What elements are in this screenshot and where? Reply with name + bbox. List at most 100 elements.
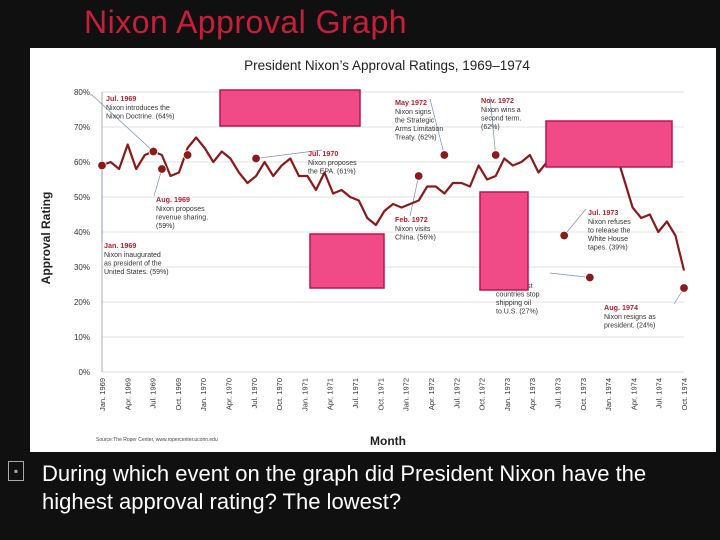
annotation-connector [429,98,445,156]
event-annotation: Jan. 1969 Nixon inaugurated as president o… [104,241,169,276]
annotation-line: second term. [481,116,522,123]
annotation-line: revenue sharing. [156,215,208,222]
x-tick-label: Jul. 1973 [553,378,562,408]
annotation-line: Nixon inaugurated [104,252,161,259]
annotation-title: Jan. 1969 [104,241,136,250]
x-tick-label: Apr. 1970 [225,378,234,410]
event-annotation: Jul. 1973 Nixon refuses to release theWhit… [588,208,631,252]
chart-source: Source:The Roper Center, www.ropercenter… [96,437,218,443]
slide-title: Nixon Approval Graph [84,4,408,40]
x-axis-label: Month [370,434,406,448]
annotation-title: Jul. 1969 [106,94,136,103]
annotation-line: Nixon signs [395,109,432,116]
annotation-title: Aug. 1969 [156,195,190,204]
event-annotation: Aug. 1969 Nixon proposes revenue sharing.(… [156,195,208,230]
x-tick-label: Apr. 1973 [528,378,537,410]
annotation-line: (62%) [481,124,500,131]
annotation-line: president. (24%) [604,323,655,330]
x-tick-label: Apr. 1971 [326,378,335,410]
annotation-line: Nixon proposes [156,206,205,213]
event-marker [413,171,424,181]
x-tick-label: Jan. 1974 [604,378,613,411]
y-tick-label: 70% [74,123,90,132]
x-tick-label: Jul. 1972 [452,378,461,408]
annotation-line: White House [588,236,628,243]
annotation-connector [563,208,587,236]
annotation-connector [549,272,590,278]
y-tick-label: 30% [74,263,90,272]
x-tick-label: Apr. 1972 [427,378,436,410]
y-tick-labels: 0% 10% 20% 30% 40% 50% 60% 70% 80% [74,88,90,377]
event-markers [97,146,689,293]
annotation-line: the EPA. (61%) [308,169,356,176]
annotation-connectors [90,94,685,305]
annotation-connector [256,149,323,159]
annotation-connector [409,175,420,217]
y-tick-label: 10% [74,333,90,342]
annotation-line: Nixon refuses [588,219,631,226]
y-tick-label: 0% [78,368,90,377]
chart-panel: President Nixon’s Approval Ratings, 1969… [30,48,716,452]
annotation-connector [90,94,154,152]
event-marker [251,153,261,164]
event-annotation: Nov. 1972 Nixon wins a second term.(62%) [481,96,522,131]
event-marker [97,160,107,171]
annotation-line: Nixon introduces the [106,105,170,112]
annotation-connector [489,96,497,156]
question-text: During which event on the graph did Pres… [42,461,647,514]
redaction-overlay-box [545,120,673,168]
annotation-line: countries stop [496,292,540,299]
redaction-overlay-box [309,233,385,289]
event-annotation: Aug. 1974 Nixon resigns as president. (24%… [604,303,656,330]
event-annotation: Jul. 1969 Nixon introduces the Nixon Doctr… [106,94,174,121]
bullet-icon: ▪ [8,461,24,481]
x-tick-label: Jan. 1973 [503,378,512,411]
event-marker [439,150,450,160]
x-tick-label: Oct. 1971 [376,378,385,411]
annotation-line: to release the [588,228,631,235]
annotation-line: Nixon visits [395,226,431,233]
annotation-line: as president of the [104,261,162,268]
y-tick-label: 60% [74,158,90,167]
event-marker [679,283,689,293]
annotation-line: tapes. (39%) [588,245,628,252]
x-tick-label: Jul. 1970 [250,378,259,408]
x-tick-label: Jan. 1972 [402,378,411,411]
annotation-title: Feb. 1972 [395,215,428,224]
event-marker [157,164,167,174]
redaction-overlays [219,89,673,291]
x-tick-label: Apr. 1974 [629,378,638,410]
x-tick-label: Oct. 1973 [579,378,588,411]
x-tick-label: Jan. 1970 [199,378,208,411]
x-tick-label: Oct. 1969 [174,378,183,411]
x-tick-label: Jan. 1971 [300,378,309,411]
annotation-title: Aug. 1974 [604,303,638,312]
annotation-line: Nixon proposes [308,160,357,167]
annotation-title: Jul. 1970 [308,149,338,158]
redaction-overlay-box [219,89,361,127]
x-tick-label: Oct. 1974 [680,378,689,411]
annotation-line: the Strategic [395,118,435,125]
annotation-line: Nixon Doctrine. (64%) [106,114,174,121]
event-annotation: Jul. 1970 Nixon proposes the EPA. (61%) [308,149,357,176]
event-annotation: Feb. 1972 Nixon visits China. (56%) [395,215,436,242]
event-marker [148,146,159,157]
x-tick-label: Jul. 1971 [351,378,360,408]
y-tick-label: 20% [74,298,90,307]
y-tick-label: 80% [74,88,90,97]
annotation-line: (59%) [156,223,175,230]
annotation-title: May 1972 [395,98,427,107]
x-tick-label: Apr. 1969 [123,378,132,410]
event-marker [182,150,193,160]
redaction-overlay-box [479,191,529,291]
annotation-line: Treaty. (62%) [395,135,437,142]
x-tick-label: Jul. 1969 [149,378,158,408]
annotation-line: Nixon resigns as [604,314,656,321]
annotation-title: Nov. 1972 [481,96,514,105]
chart-title: President Nixon’s Approval Ratings, 1969… [244,58,530,73]
approval-chart: President Nixon’s Approval Ratings, 1969… [39,58,689,448]
event-marker [491,150,501,160]
event-marker [585,272,595,283]
annotation-line: to U.S. (27%) [496,309,538,316]
